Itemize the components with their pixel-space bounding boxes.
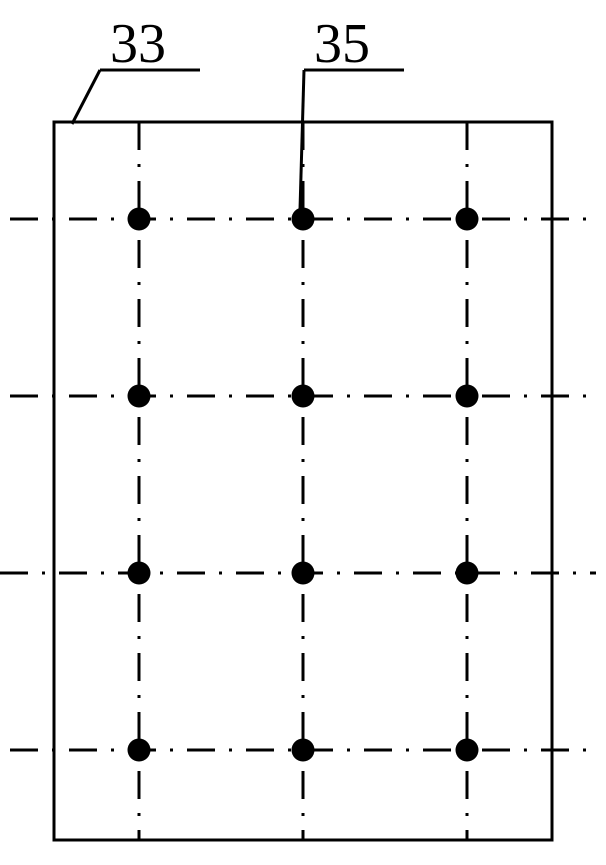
node-dot bbox=[292, 739, 315, 762]
node-dot bbox=[128, 208, 151, 231]
callout-35: 35 bbox=[300, 13, 404, 210]
callout-label: 33 bbox=[110, 13, 166, 75]
node-dot bbox=[128, 385, 151, 408]
grid bbox=[0, 122, 596, 840]
node-dot bbox=[456, 739, 479, 762]
node-dot bbox=[292, 562, 315, 585]
node-dot bbox=[292, 208, 315, 231]
node-dot bbox=[292, 385, 315, 408]
node-dot bbox=[456, 562, 479, 585]
callout-33: 33 bbox=[72, 13, 200, 124]
node-dot bbox=[456, 208, 479, 231]
diagram-svg: 33 35 bbox=[0, 0, 606, 865]
callout-label: 35 bbox=[314, 13, 370, 75]
node-dot bbox=[456, 385, 479, 408]
node-dot bbox=[128, 739, 151, 762]
node-dot bbox=[128, 562, 151, 585]
callout-leader bbox=[72, 70, 100, 124]
